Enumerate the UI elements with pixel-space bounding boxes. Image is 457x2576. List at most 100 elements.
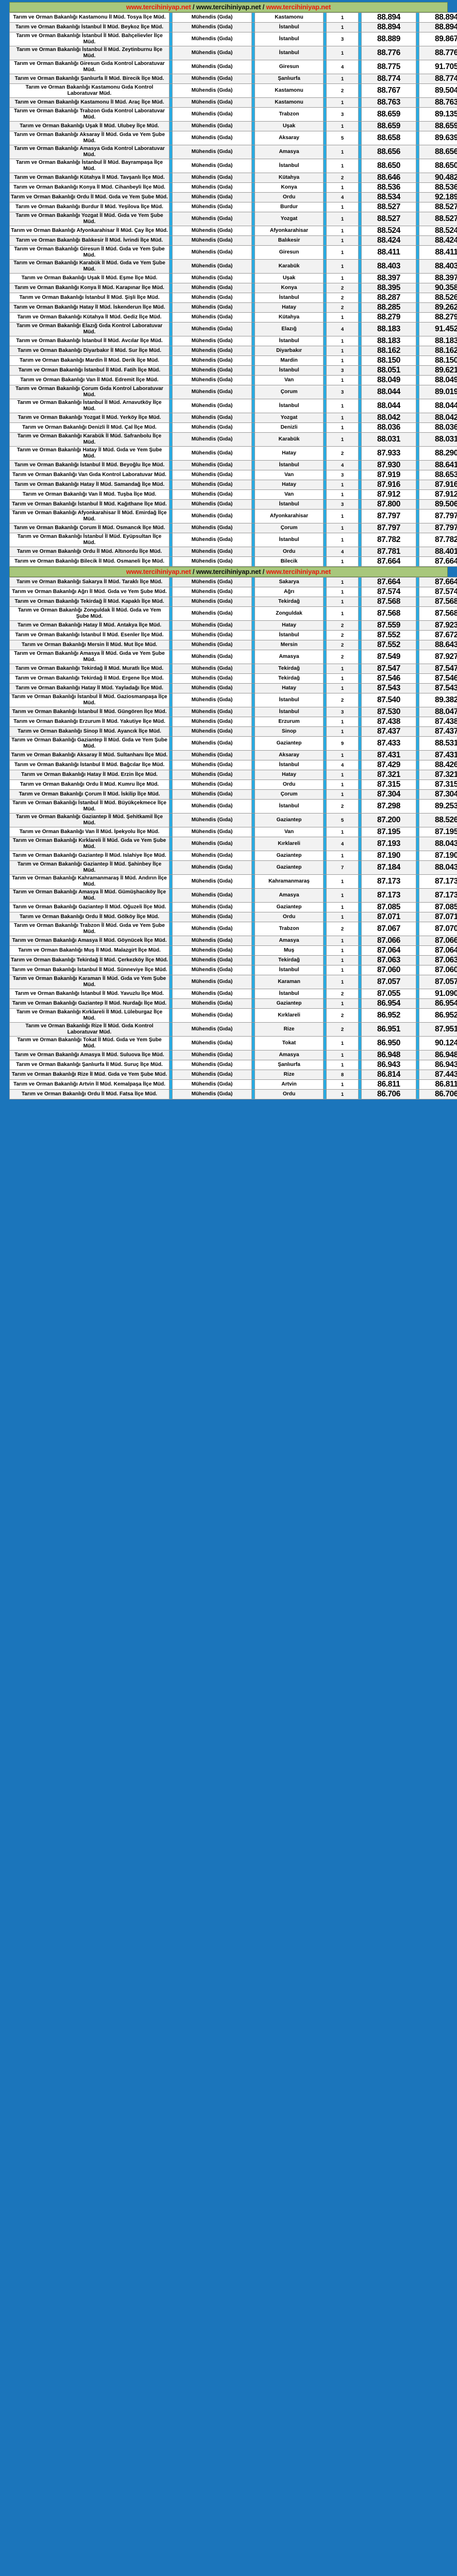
table-row[interactable]: Tarım ve Orman Bakanlığı Hatay İl Müd. E…	[9, 770, 457, 780]
table-row[interactable]: Tarım ve Orman Bakanlığı İstanbul İl Müd…	[9, 399, 457, 413]
table-row[interactable]: Tarım ve Orman Bakanlığı Afyonkarahisar …	[9, 226, 457, 236]
table-row[interactable]: Tarım ve Orman Bakanlığı İstanbul İl Müd…	[9, 460, 457, 470]
table-row[interactable]: Tarım ve Orman Bakanlığı Kütahya İl Müd.…	[9, 173, 457, 183]
table-row[interactable]: Tarım ve Orman Bakanlığı Amasya İl Müd. …	[9, 888, 457, 903]
table-row[interactable]: Tarım ve Orman Bakanlığı Yozgat İl Müd. …	[9, 413, 457, 423]
table-row[interactable]: Tarım ve Orman Bakanlığı İstanbul İl Müd…	[9, 693, 457, 707]
table-row[interactable]: Tarım ve Orman Bakanlığı Hatay İl Müd. A…	[9, 620, 457, 631]
table-row[interactable]: Tarım ve Orman Bakanlığı Aksaray İl Müd.…	[9, 750, 457, 760]
table-row[interactable]: Tarım ve Orman Bakanlığı Kırklareli İl M…	[9, 1008, 457, 1023]
table-row[interactable]: Tarım ve Orman Bakanlığı Tekirdağ İl Müd…	[9, 673, 457, 684]
table-row[interactable]: Tarım ve Orman Bakanlığı İstanbul İl Müd…	[9, 499, 457, 510]
table-row[interactable]: Tarım ve Orman Bakanlığı İstanbul İl Müd…	[9, 32, 457, 46]
table-row[interactable]: Tarım ve Orman Bakanlığı İstanbul İl Müd…	[9, 159, 457, 173]
table-row[interactable]: Tarım ve Orman Bakanlığı Ordu İl Müd. Gö…	[9, 912, 457, 922]
table-row[interactable]: Tarım ve Orman Bakanlığı Van İl Müd. İpe…	[9, 827, 457, 837]
table-row[interactable]: Tarım ve Orman Bakanlığı Muş İl Müd. Mal…	[9, 945, 457, 956]
table-row[interactable]: Tarım ve Orman Bakanlığı İstanbul İl Müd…	[9, 760, 457, 770]
table-row[interactable]: Tarım ve Orman Bakanlığı Yozgat İl Müd. …	[9, 212, 457, 226]
table-row[interactable]: Tarım ve Orman Bakanlığı İstanbul İl Müd…	[9, 799, 457, 814]
table-row[interactable]: Tarım ve Orman Bakanlığı Van İl Müd. Tuş…	[9, 489, 457, 500]
table-row[interactable]: Tarım ve Orman Bakanlığı Rize İl Müd. Gı…	[9, 1022, 457, 1037]
table-row[interactable]: Tarım ve Orman Bakanlığı İstanbul İl Müd…	[9, 630, 457, 640]
table-row[interactable]: Tarım ve Orman Bakanlığı Amasya Gıda Kon…	[9, 145, 457, 159]
table-row[interactable]: Tarım ve Orman Bakanlığı Amasya İl Müd. …	[9, 936, 457, 946]
cell-son-puan: 88.536	[419, 182, 457, 193]
table-row[interactable]: Tarım ve Orman Bakanlığı Gaziantep İl Mü…	[9, 851, 457, 861]
table-row[interactable]: Tarım ve Orman Bakanlığı Amasya İl Müd. …	[9, 1050, 457, 1060]
table-row[interactable]: Tarım ve Orman Bakanlığı Van Gıda Kontro…	[9, 470, 457, 480]
table-row[interactable]: Tarım ve Orman Bakanlığı Erzurum İl Müd.…	[9, 717, 457, 727]
table-row[interactable]: Tarım ve Orman Bakanlığı Kütahya İl Müd.…	[9, 312, 457, 323]
table-row[interactable]: Tarım ve Orman Bakanlığı Hatay İl Müd. S…	[9, 480, 457, 490]
table-row[interactable]: Tarım ve Orman Bakanlığı Diyarbakır İl M…	[9, 346, 457, 356]
table-row[interactable]: Tarım ve Orman Bakanlığı Rize İl Müd. Gı…	[9, 1070, 457, 1080]
table-row[interactable]: Tarım ve Orman Bakanlığı Giresun İl Müd.…	[9, 245, 457, 260]
table-row[interactable]: Tarım ve Orman Bakanlığı Uşak İl Müd. Eş…	[9, 273, 457, 283]
cell-taban-puan: 88.150	[361, 355, 416, 366]
table-row[interactable]: Tarım ve Orman Bakanlığı Trabzon İl Müd.…	[9, 922, 457, 936]
table-row[interactable]: Tarım ve Orman Bakanlığı Trabzon Gıda Ko…	[9, 107, 457, 122]
table-row[interactable]: Tarım ve Orman Bakanlığı Denizli İl Müd.…	[9, 422, 457, 433]
table-row[interactable]: Tarım ve Orman Bakanlığı Ordu İl Müd. Gı…	[9, 192, 457, 202]
table-row[interactable]: Tarım ve Orman Bakanlığı Gaziantep İl Mü…	[9, 902, 457, 912]
table-row[interactable]: Tarım ve Orman Bakanlığı Gaziantep İl Mü…	[9, 998, 457, 1009]
table-row[interactable]: Tarım ve Orman Bakanlığı Kırklareli İl M…	[9, 837, 457, 851]
table-row[interactable]: Tarım ve Orman Bakanlığı Karabük İl Müd.…	[9, 432, 457, 447]
table-row[interactable]: Tarım ve Orman Bakanlığı Ordu İl Müd. Ku…	[9, 779, 457, 790]
table-row[interactable]: Tarım ve Orman Bakanlığı İstanbul İl Müd…	[9, 46, 457, 60]
table-row[interactable]: Tarım ve Orman Bakanlığı İstanbul İl Müd…	[9, 365, 457, 376]
table-row[interactable]: Tarım ve Orman Bakanlığı Kastamonu İl Mü…	[9, 97, 457, 108]
table-row[interactable]: Tarım ve Orman Bakanlığı Karaman İl Müd.…	[9, 975, 457, 989]
table-row[interactable]: Tarım ve Orman Bakanlığı Sinop İl Müd. A…	[9, 726, 457, 737]
table-row[interactable]: Tarım ve Orman Bakanlığı Giresun Gıda Ko…	[9, 60, 457, 74]
cell-kurum: Tarım ve Orman Bakanlığı Giresun İl Müd.…	[9, 245, 170, 260]
table-row[interactable]: Tarım ve Orman Bakanlığı Çorum İl Müd. İ…	[9, 789, 457, 800]
table-row[interactable]: Tarım ve Orman Bakanlığı Uşak İl Müd. Ul…	[9, 121, 457, 131]
table-row[interactable]: Tarım ve Orman Bakanlığı Balıkesir İl Mü…	[9, 235, 457, 246]
table-row[interactable]: Tarım ve Orman Bakanlığı Kastamonu Gıda …	[9, 83, 457, 98]
table-row[interactable]: Tarım ve Orman Bakanlığı Konya İl Müd. K…	[9, 283, 457, 293]
table-row[interactable]: Tarım ve Orman Bakanlığı Ordu İl Müd. Fa…	[9, 1089, 457, 1099]
table-row[interactable]: Tarım ve Orman Bakanlığı Mersin İl Müd. …	[9, 640, 457, 650]
table-row[interactable]: Tarım ve Orman Bakanlığı Konya İl Müd. C…	[9, 182, 457, 193]
table-row[interactable]: Tarım ve Orman Bakanlığı Tokat İl Müd. G…	[9, 1036, 457, 1050]
table-row[interactable]: Tarım ve Orman Bakanlığı Çorum İl Müd. O…	[9, 523, 457, 533]
table-row[interactable]: Tarım ve Orman Bakanlığı Sakarya İl Müd.…	[9, 577, 457, 587]
table-row[interactable]: Tarım ve Orman Bakanlığı Karabük İl Müd.…	[9, 259, 457, 274]
table-row[interactable]: Tarım ve Orman Bakanlığı Aksaray İl Müd.…	[9, 131, 457, 145]
table-row[interactable]: Tarım ve Orman Bakanlığı Ordu İl Müd. Al…	[9, 547, 457, 557]
table-row[interactable]: Tarım ve Orman Bakanlığı İstanbul İl Müd…	[9, 336, 457, 346]
table-row[interactable]: Tarım ve Orman Bakanlığı Mardin İl Müd. …	[9, 355, 457, 366]
table-row[interactable]: Tarım ve Orman Bakanlığı Amasya İl Müd. …	[9, 650, 457, 664]
table-row[interactable]: Tarım ve Orman Bakanlığı Hatay İl Müd. İ…	[9, 302, 457, 313]
table-row[interactable]: Tarım ve Orman Bakanlığı Kastamonu İl Mü…	[9, 12, 457, 23]
cell-kontenjan: 2	[326, 1022, 359, 1037]
table-row[interactable]: Tarım ve Orman Bakanlığı İstanbul İl Müd…	[9, 989, 457, 999]
table-row[interactable]: Tarım ve Orman Bakanlığı Afyonkarahisar …	[9, 509, 457, 523]
table-row[interactable]: Tarım ve Orman Bakanlığı Tekirdağ İl Müd…	[9, 597, 457, 607]
table-row[interactable]: Tarım ve Orman Bakanlığı Hatay İl Müd. G…	[9, 446, 457, 461]
table-row[interactable]: Tarım ve Orman Bakanlığı Van İl Müd. Edr…	[9, 375, 457, 385]
table-row[interactable]: Tarım ve Orman Bakanlığı İstanbul İl Müd…	[9, 293, 457, 303]
table-row[interactable]: Tarım ve Orman Bakanlığı Şanlıurfa İl Mü…	[9, 1060, 457, 1070]
table-row[interactable]: Tarım ve Orman Bakanlığı İstanbul İl Müd…	[9, 965, 457, 975]
table-row[interactable]: Tarım ve Orman Bakanlığı Ağrı İl Müd. Gı…	[9, 587, 457, 597]
table-row[interactable]: Tarım ve Orman Bakanlığı Elazığ Gıda Kon…	[9, 322, 457, 336]
table-row[interactable]: Tarım ve Orman Bakanlığı Tekirdağ İl Müd…	[9, 955, 457, 965]
table-row[interactable]: Tarım ve Orman Bakanlığı Çorum Gıda Kont…	[9, 385, 457, 399]
table-row[interactable]: Tarım ve Orman Bakanlığı İstanbul İl Müd…	[9, 707, 457, 717]
table-row[interactable]: Tarım ve Orman Bakanlığı Gaziantep İl Mü…	[9, 736, 457, 751]
table-row[interactable]: Tarım ve Orman Bakanlığı Gaziantep İl Mü…	[9, 813, 457, 827]
table-row[interactable]: Tarım ve Orman Bakanlığı Kahramanmaraş İ…	[9, 874, 457, 889]
table-row[interactable]: Tarım ve Orman Bakanlığı İstanbul İl Müd…	[9, 533, 457, 547]
table-row[interactable]: Tarım ve Orman Bakanlığı Burdur İl Müd. …	[9, 202, 457, 212]
table-row[interactable]: Tarım ve Orman Bakanlığı Artvin İl Müd. …	[9, 1079, 457, 1090]
table-row[interactable]: Tarım ve Orman Bakanlığı Zonguldak İl Mü…	[9, 606, 457, 621]
table-row[interactable]: Tarım ve Orman Bakanlığı Şanlıurfa İl Mü…	[9, 74, 457, 84]
table-row[interactable]: Tarım ve Orman Bakanlığı Gaziantep İl Mü…	[9, 860, 457, 875]
table-row[interactable]: Tarım ve Orman Bakanlığı İstanbul İl Müd…	[9, 22, 457, 32]
table-row[interactable]: Tarım ve Orman Bakanlığı Tekirdağ İl Müd…	[9, 664, 457, 674]
table-row[interactable]: Tarım ve Orman Bakanlığı Hatay İl Müd. Y…	[9, 683, 457, 693]
table-row[interactable]: Tarım ve Orman Bakanlığı Bilecik İl Müd.…	[9, 556, 457, 567]
